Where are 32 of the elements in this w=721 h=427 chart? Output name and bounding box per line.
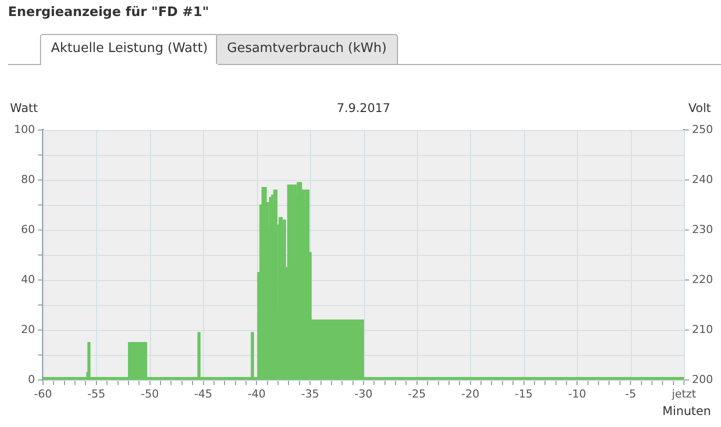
- x-tick-label: -50: [140, 387, 159, 400]
- x-tick-label: -35: [301, 387, 320, 400]
- x-axis-title: Minuten: [662, 404, 711, 418]
- text: Aktuelle Leistung (Watt): [40, 34, 219, 65]
- y-tick-label: 20: [21, 322, 35, 336]
- x-tick-label: jetzt: [670, 387, 697, 400]
- y2-tick-label: 220: [692, 272, 713, 286]
- y2-tick-label: 230: [692, 222, 713, 236]
- chart-title: Energieanzeige für "FD #1": [8, 5, 209, 20]
- y-tick-label: 60: [21, 222, 35, 236]
- x-tick-label: -40: [248, 387, 266, 400]
- x-tick-label: -30: [354, 387, 372, 400]
- x-tick-label: -45: [194, 387, 212, 400]
- y-axis-title: Watt: [10, 101, 38, 116]
- y-tick-label: 0: [28, 372, 35, 386]
- y2-tick-label: 200: [692, 372, 713, 386]
- y-tick-label: 100: [14, 122, 35, 136]
- y-tick-label: 40: [21, 272, 35, 286]
- x-tick-label: -25: [408, 387, 426, 400]
- x-tick-label: -15: [514, 387, 533, 400]
- y2-tick-label: 210: [692, 322, 713, 336]
- y2-axis-title: Volt: [688, 101, 712, 116]
- x-tick-label: -10: [568, 387, 586, 400]
- y2-tick-label: 240: [692, 172, 713, 186]
- text: Gesamtverbrauch (kWh): [216, 34, 398, 64]
- x-tick-label: -5: [625, 387, 636, 400]
- x-tick-label: -55: [87, 387, 106, 400]
- y-tick-label: 80: [21, 172, 35, 186]
- y2-tick-label: 250: [692, 122, 713, 136]
- x-tick-label: -60: [34, 387, 52, 400]
- chart-subtitle: 7.9.2017: [336, 101, 390, 116]
- x-tick-label: -20: [461, 387, 480, 400]
